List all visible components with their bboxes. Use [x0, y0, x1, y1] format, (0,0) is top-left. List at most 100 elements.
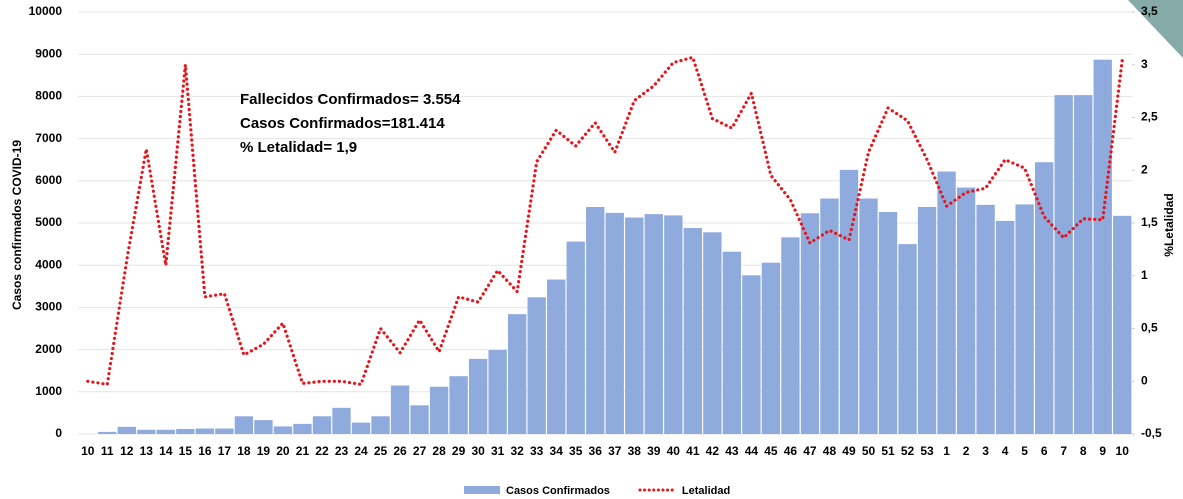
x-tick-label: 53 — [920, 444, 934, 458]
bar — [605, 212, 624, 434]
bar — [507, 314, 527, 434]
bar — [937, 171, 956, 435]
bar — [703, 232, 722, 434]
x-tick-label: 38 — [628, 444, 642, 458]
bar — [176, 428, 195, 434]
bar — [293, 423, 312, 434]
y-tick-label: 2000 — [35, 342, 62, 356]
bar — [137, 429, 156, 434]
y-tick-label: 6000 — [35, 173, 62, 187]
y-tick-label: 3000 — [35, 300, 62, 314]
y-tick-label: 5000 — [35, 215, 62, 229]
bar — [371, 416, 390, 434]
bar — [156, 429, 176, 434]
x-tick-label: 10 — [81, 444, 95, 458]
legend-swatch — [464, 486, 500, 494]
bar — [1034, 162, 1054, 434]
bar — [859, 198, 878, 434]
x-tick-label: 44 — [745, 444, 759, 458]
x-tick-label: 1 — [943, 444, 950, 458]
y2-tick-label: 1,5 — [1141, 215, 1158, 229]
y-tick-label: 7000 — [35, 131, 62, 145]
x-tick-label: 37 — [608, 444, 622, 458]
x-tick-label: 42 — [706, 444, 720, 458]
bar — [917, 206, 937, 434]
y2-tick-label: 0,5 — [1141, 321, 1158, 335]
x-tick-label: 5 — [1021, 444, 1028, 458]
bar — [332, 407, 351, 434]
x-tick-label: 47 — [803, 444, 817, 458]
y-tick-label: 9000 — [35, 46, 62, 60]
bar — [410, 405, 429, 434]
x-tick-label: 28 — [432, 444, 446, 458]
bar — [722, 251, 742, 434]
x-tick-label: 36 — [589, 444, 603, 458]
y2-tick-label: 2,5 — [1141, 110, 1158, 124]
annotation: Casos Confirmados=181.414 — [240, 115, 445, 132]
bar — [644, 214, 663, 434]
y2-tick-label: 2 — [1141, 162, 1148, 176]
x-tick-label: 46 — [784, 444, 798, 458]
x-tick-label: 48 — [823, 444, 837, 458]
bar — [527, 297, 546, 434]
y-tick-label: 4000 — [35, 257, 62, 271]
x-tick-label: 50 — [862, 444, 876, 458]
bar — [1113, 215, 1132, 434]
y2-tick-label: 1 — [1141, 268, 1148, 282]
bar — [1054, 95, 1073, 434]
bar — [468, 358, 488, 434]
x-tick-label: 17 — [218, 444, 232, 458]
bar — [488, 350, 507, 434]
bar — [1074, 95, 1093, 434]
x-tick-label: 52 — [901, 444, 915, 458]
x-tick-label: 16 — [198, 444, 212, 458]
bar — [781, 237, 800, 434]
x-tick-label: 33 — [530, 444, 544, 458]
x-tick-label: 22 — [315, 444, 329, 458]
bar — [254, 420, 273, 434]
bar — [234, 416, 254, 434]
bar — [566, 241, 585, 434]
x-tick-label: 3 — [982, 444, 989, 458]
bar — [742, 275, 761, 434]
legend-label: Letalidad — [682, 485, 730, 497]
bar — [312, 416, 332, 434]
x-tick-label: 32 — [510, 444, 524, 458]
bar — [429, 386, 449, 434]
y-tick-label: 10000 — [29, 4, 63, 18]
x-tick-label: 31 — [491, 444, 505, 458]
bar — [898, 244, 917, 434]
bar — [800, 213, 820, 434]
y2-tick-label: 0 — [1141, 373, 1148, 387]
bar — [878, 212, 898, 434]
bar — [117, 426, 136, 434]
y-tick-label: 0 — [55, 426, 62, 440]
x-tick-label: 49 — [842, 444, 856, 458]
x-tick-label: 35 — [569, 444, 583, 458]
bar — [1015, 204, 1034, 434]
y-tick-label: 1000 — [35, 384, 62, 398]
x-tick-label: 27 — [413, 444, 427, 458]
y2-tick-label: 3,5 — [1141, 4, 1158, 18]
legend-label: Casos Confirmados — [506, 485, 610, 497]
x-tick-label: 2 — [963, 444, 970, 458]
bar — [1093, 59, 1112, 434]
x-tick-label: 21 — [296, 444, 310, 458]
bar — [215, 428, 234, 434]
x-tick-label: 26 — [393, 444, 407, 458]
x-tick-label: 7 — [1060, 444, 1067, 458]
x-tick-label: 29 — [452, 444, 466, 458]
line — [86, 55, 1124, 386]
bar — [586, 206, 605, 434]
bar — [839, 169, 859, 434]
y2-axis-label: %Letalidad — [1162, 193, 1176, 256]
x-tick-label: 23 — [335, 444, 349, 458]
annotation: Fallecidos Confirmados= 3.554 — [240, 91, 461, 108]
bar — [547, 279, 566, 434]
x-tick-label: 12 — [120, 444, 134, 458]
x-tick-label: 39 — [647, 444, 661, 458]
bar — [351, 422, 371, 434]
x-tick-label: 18 — [237, 444, 251, 458]
x-tick-label: 6 — [1041, 444, 1048, 458]
bar — [995, 220, 1015, 434]
